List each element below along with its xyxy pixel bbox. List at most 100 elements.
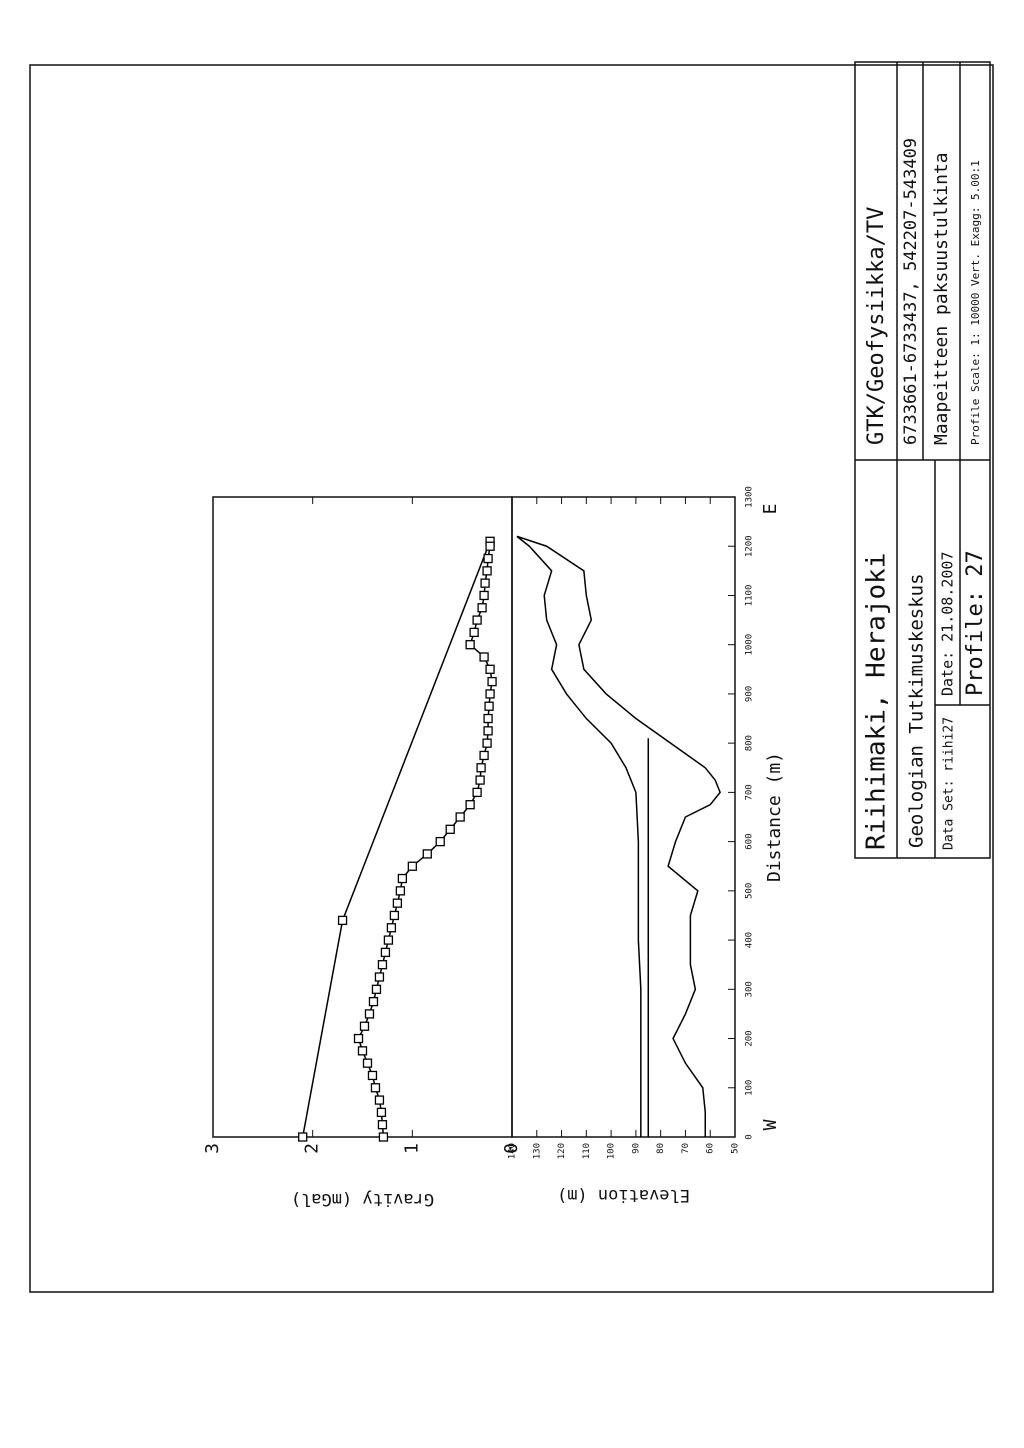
x-tick-label: 0 xyxy=(745,1134,755,1139)
y-tick-label: 120 xyxy=(557,1143,567,1159)
data-point xyxy=(482,566,492,576)
data-point xyxy=(445,824,455,834)
y-tick-label: 130 xyxy=(532,1143,542,1159)
y-axis-title: Gravity (mGal) xyxy=(291,1189,434,1209)
data-point xyxy=(472,615,482,625)
x-tick-label: 900 xyxy=(745,686,755,702)
data-point xyxy=(472,787,482,798)
x-tick-label: 400 xyxy=(745,932,755,948)
data-point xyxy=(386,923,397,933)
y-tick-label: 100 xyxy=(607,1143,617,1159)
x-axis-title: Distance (m) xyxy=(764,752,785,882)
x-tick-label: 700 xyxy=(745,784,755,800)
data-point xyxy=(476,763,486,773)
data-point xyxy=(380,947,391,958)
y-tick-label: 60 xyxy=(706,1143,716,1154)
data-point xyxy=(485,689,495,699)
data-point xyxy=(367,1070,378,1081)
data-point xyxy=(483,553,493,564)
x-tick-label: 800 xyxy=(745,735,755,751)
data-point xyxy=(397,873,408,884)
data-point xyxy=(371,984,382,994)
x-end-label: E xyxy=(760,504,781,515)
x-tick-label: 500 xyxy=(745,883,755,899)
data-point xyxy=(479,750,489,761)
data-point xyxy=(479,590,489,601)
data-point xyxy=(482,738,492,748)
data-point xyxy=(395,886,406,896)
data-point xyxy=(337,915,348,926)
data-line xyxy=(301,541,491,1138)
y-tick-label: 90 xyxy=(631,1143,641,1154)
x-tick-label: 1300 xyxy=(745,486,755,508)
x-tick-label: 1200 xyxy=(745,535,755,557)
y-tick-label: 0 xyxy=(501,1143,522,1154)
data-point xyxy=(376,1107,387,1118)
data-point xyxy=(353,1033,364,1044)
data-point xyxy=(364,1009,375,1019)
data-point xyxy=(475,775,485,785)
y-axis-title: Elevation (m) xyxy=(557,1185,690,1205)
data-point xyxy=(298,1132,308,1142)
data-line xyxy=(516,535,642,1137)
data-point xyxy=(479,652,489,662)
x-end-label: W xyxy=(760,1119,781,1130)
scale: Profile Scale: 1: 10000 Vert. Exagg: 5.0… xyxy=(969,160,982,445)
data-point xyxy=(368,996,379,1007)
x-tick-label: 600 xyxy=(745,833,755,849)
profile: Profile: 27 xyxy=(963,550,988,696)
y-tick-label: 140 xyxy=(508,1143,518,1159)
data-point xyxy=(383,935,394,945)
data-point xyxy=(435,836,445,847)
x-tick-label: 200 xyxy=(745,1030,755,1046)
x-tick-label: 1100 xyxy=(745,585,755,607)
y-tick-label: 110 xyxy=(582,1143,592,1159)
plot-area xyxy=(511,496,736,1138)
data-point xyxy=(465,800,475,810)
data-point xyxy=(377,960,388,970)
organization: Geologian Tutkimuskeskus xyxy=(906,573,928,848)
data-point xyxy=(465,640,475,650)
data-point xyxy=(389,910,400,921)
data-point xyxy=(392,898,403,908)
description: Maapeitteen paksuustulkinta xyxy=(931,152,952,445)
y-tick-label: 70 xyxy=(681,1143,691,1154)
data-point xyxy=(374,1095,385,1105)
y-tick-label: 50 xyxy=(731,1143,741,1154)
data-point xyxy=(362,1058,373,1068)
data-point xyxy=(485,664,495,674)
data-point xyxy=(422,849,432,859)
x-tick-label: 100 xyxy=(745,1080,755,1096)
y-tick-label: 1 xyxy=(401,1143,422,1154)
coordinates: 6733661-6733437, 542207-543409 xyxy=(901,138,921,445)
data-point xyxy=(378,1132,389,1142)
page-frame xyxy=(29,64,994,1293)
data-line xyxy=(516,535,721,1137)
data-point xyxy=(477,603,487,613)
data-point xyxy=(483,726,493,736)
x-tick-label: 1000 xyxy=(745,634,755,656)
data-point xyxy=(487,676,497,687)
data-point xyxy=(480,578,490,588)
title: Riihimaki, Herajoki xyxy=(862,553,892,850)
data-point xyxy=(484,701,494,711)
y-tick-label: 2 xyxy=(302,1143,323,1154)
x-tick-label: 300 xyxy=(745,981,755,997)
department: GTK/Geofysiikka/TV xyxy=(864,207,889,445)
data-point xyxy=(455,812,465,822)
title-block-frame xyxy=(854,61,991,859)
y-tick-label: 3 xyxy=(202,1143,223,1154)
data-point xyxy=(370,1083,381,1093)
data-point xyxy=(407,861,417,871)
data-point xyxy=(357,1046,368,1056)
date: Date: 21.08.2007 xyxy=(939,552,957,697)
landscape-sheet: Riihimaki, Herajoki Geologian Tutkimuske… xyxy=(202,61,991,1209)
data-point xyxy=(483,713,493,724)
data-point xyxy=(374,972,385,982)
y-tick-label: 80 xyxy=(656,1143,666,1154)
data-set: Data Set: riihi27 xyxy=(942,717,957,850)
data-point xyxy=(377,1120,388,1130)
